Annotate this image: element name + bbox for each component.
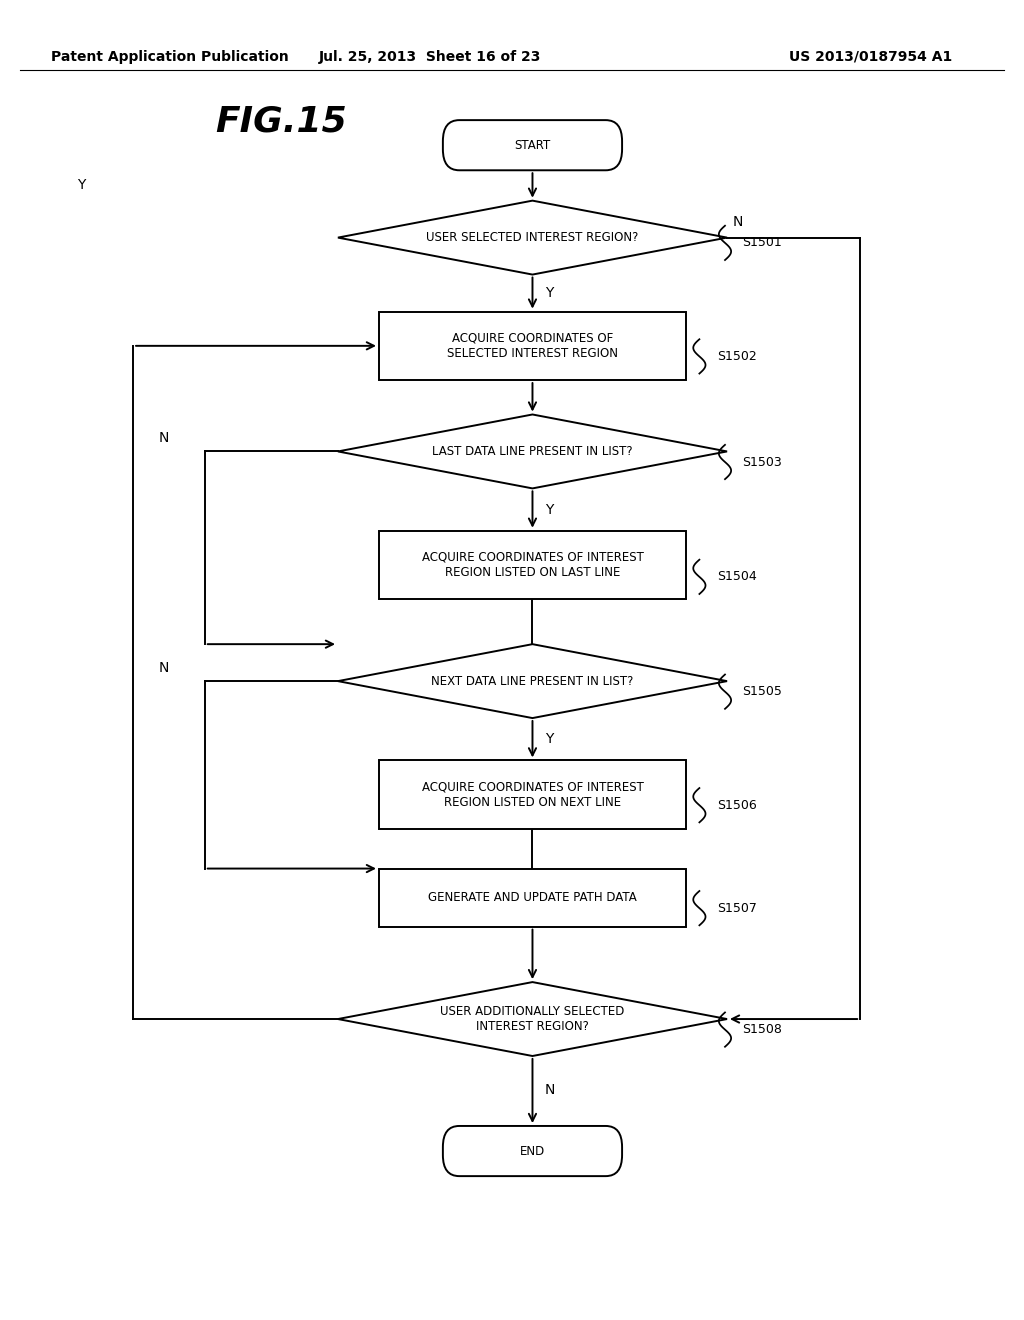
Text: Y: Y — [545, 286, 553, 300]
Text: Patent Application Publication: Patent Application Publication — [51, 50, 289, 63]
Text: N: N — [159, 661, 169, 675]
Text: FIG.15: FIG.15 — [215, 104, 347, 139]
Text: NEXT DATA LINE PRESENT IN LIST?: NEXT DATA LINE PRESENT IN LIST? — [431, 675, 634, 688]
FancyBboxPatch shape — [442, 1126, 622, 1176]
Text: Y: Y — [77, 178, 85, 191]
FancyBboxPatch shape — [442, 120, 622, 170]
Text: LAST DATA LINE PRESENT IN LIST?: LAST DATA LINE PRESENT IN LIST? — [432, 445, 633, 458]
Text: S1507: S1507 — [717, 902, 757, 915]
Text: S1506: S1506 — [717, 799, 757, 812]
Polygon shape — [338, 644, 727, 718]
Polygon shape — [338, 201, 727, 275]
Text: Jul. 25, 2013  Sheet 16 of 23: Jul. 25, 2013 Sheet 16 of 23 — [318, 50, 542, 63]
Text: Y: Y — [545, 503, 553, 516]
Bar — [379, 531, 686, 599]
Text: S1504: S1504 — [717, 570, 757, 583]
Bar — [379, 312, 686, 380]
Polygon shape — [338, 982, 727, 1056]
Text: S1502: S1502 — [717, 350, 757, 363]
Text: US 2013/0187954 A1: US 2013/0187954 A1 — [790, 50, 952, 63]
Text: S1505: S1505 — [742, 685, 782, 698]
Text: END: END — [520, 1144, 545, 1158]
Polygon shape — [338, 414, 727, 488]
Text: GENERATE AND UPDATE PATH DATA: GENERATE AND UPDATE PATH DATA — [428, 891, 637, 904]
Text: N: N — [732, 215, 742, 228]
Text: S1508: S1508 — [742, 1023, 782, 1036]
Text: ACQUIRE COORDINATES OF INTEREST
REGION LISTED ON LAST LINE: ACQUIRE COORDINATES OF INTEREST REGION L… — [422, 550, 643, 579]
Text: ACQUIRE COORDINATES OF INTEREST
REGION LISTED ON NEXT LINE: ACQUIRE COORDINATES OF INTEREST REGION L… — [422, 780, 643, 809]
Text: START: START — [514, 139, 551, 152]
Text: USER SELECTED INTEREST REGION?: USER SELECTED INTEREST REGION? — [426, 231, 639, 244]
Text: ACQUIRE COORDINATES OF
SELECTED INTEREST REGION: ACQUIRE COORDINATES OF SELECTED INTEREST… — [447, 331, 617, 360]
Text: N: N — [545, 1084, 555, 1097]
Bar — [379, 760, 686, 829]
Text: N: N — [159, 432, 169, 445]
Bar — [379, 869, 686, 927]
Text: Y: Y — [545, 733, 553, 746]
Text: S1503: S1503 — [742, 455, 782, 469]
Text: USER ADDITIONALLY SELECTED
INTEREST REGION?: USER ADDITIONALLY SELECTED INTEREST REGI… — [440, 1005, 625, 1034]
Text: S1501: S1501 — [742, 236, 782, 249]
